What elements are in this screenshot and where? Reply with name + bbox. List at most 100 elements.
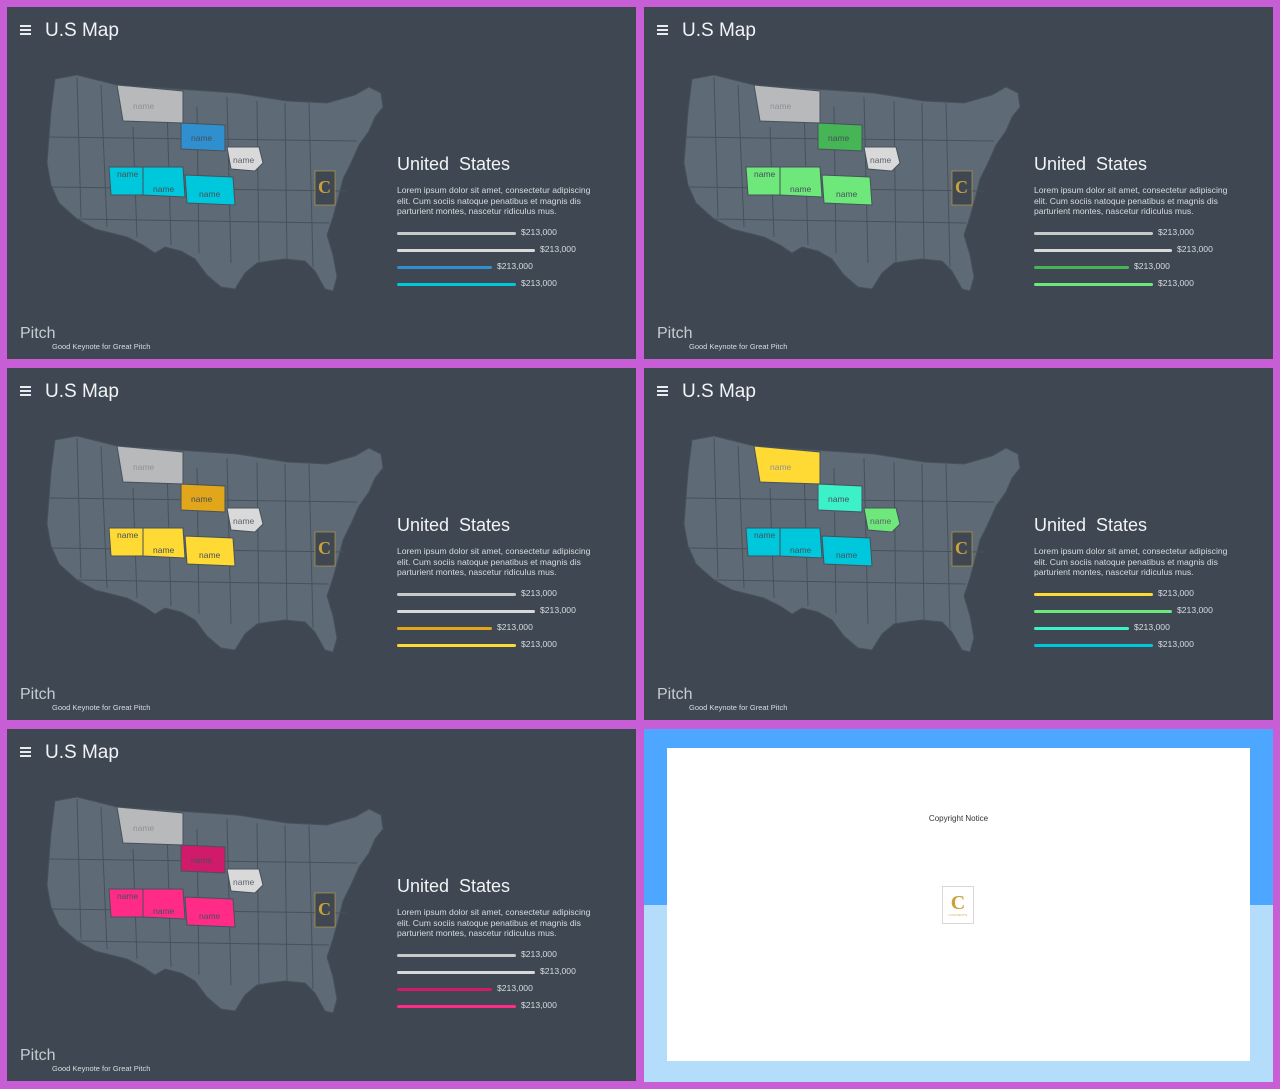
slide-heading: United States bbox=[397, 876, 511, 896]
contents-logo: C CONTENTS bbox=[942, 886, 974, 924]
slide-heading: United States bbox=[397, 154, 511, 174]
bar-row: $213,000 bbox=[1034, 605, 1264, 622]
highlight-row: name name name bbox=[745, 166, 873, 206]
iowa-label: name bbox=[233, 877, 255, 887]
bar-line bbox=[1034, 266, 1129, 269]
bar-line bbox=[1034, 627, 1129, 630]
slide-description: Lorem ipsum dolor sit amet, consectetur … bbox=[397, 907, 591, 938]
bar-line bbox=[397, 627, 492, 630]
slide-title: U.S Map bbox=[682, 381, 756, 402]
menu-icon[interactable] bbox=[657, 24, 668, 35]
utah-label: name bbox=[117, 530, 139, 540]
bar-row: $213,000 bbox=[1034, 261, 1264, 278]
bar-line bbox=[1034, 232, 1153, 235]
montana-state: name bbox=[116, 84, 184, 124]
bar-line bbox=[397, 954, 516, 957]
iowa-state: name bbox=[863, 146, 901, 172]
bar-row: $213,000 bbox=[397, 261, 627, 278]
menu-icon[interactable] bbox=[20, 746, 31, 757]
bar-line bbox=[397, 988, 492, 991]
slide-footer: Good Keynote for Great Pitch bbox=[689, 342, 788, 351]
value-bars: $213,000 $213,000 $213,000 $213,000 bbox=[1034, 227, 1264, 295]
map-logo-letter: C bbox=[318, 538, 331, 558]
montana-state: name bbox=[116, 806, 184, 846]
bar-row: $213,000 bbox=[1034, 639, 1264, 656]
slide-heading: United States bbox=[1034, 515, 1148, 535]
bar-line bbox=[397, 1005, 516, 1008]
map-logo: C bbox=[314, 892, 336, 928]
south-dakota-state: name bbox=[817, 483, 863, 513]
bar-value: $213,000 bbox=[540, 244, 576, 254]
copyright-slide[interactable]: Copyright Notice C CONTENTS bbox=[644, 729, 1273, 1082]
logo-letter: C bbox=[950, 892, 966, 914]
bar-line bbox=[397, 593, 516, 596]
south-dakota-label: name bbox=[191, 494, 213, 504]
montana-label: name bbox=[133, 823, 155, 833]
value-bars: $213,000 $213,000 $213,000 $213,000 bbox=[397, 588, 627, 656]
kansas-label: name bbox=[199, 911, 221, 921]
kansas-label: name bbox=[199, 189, 221, 199]
south-dakota-label: name bbox=[828, 133, 850, 143]
menu-icon[interactable] bbox=[20, 385, 31, 396]
utah-label: name bbox=[117, 891, 139, 901]
bar-value: $213,000 bbox=[497, 983, 533, 993]
bar-row: $213,000 bbox=[397, 227, 627, 244]
highlight-row: name name name bbox=[745, 527, 873, 567]
bar-row: $213,000 bbox=[397, 639, 627, 656]
map-logo-letter: C bbox=[955, 177, 968, 197]
map-logo-letter: C bbox=[318, 899, 331, 919]
bar-value: $213,000 bbox=[521, 1000, 557, 1010]
slide-description: Lorem ipsum dolor sit amet, consectetur … bbox=[397, 546, 591, 577]
pitch-logo-text: Pitch bbox=[20, 325, 56, 342]
bar-value: $213,000 bbox=[521, 639, 557, 649]
bar-line bbox=[397, 283, 516, 286]
pitch-logo-text: Pitch bbox=[657, 325, 693, 342]
colorado-label: name bbox=[790, 545, 812, 555]
bar-value: $213,000 bbox=[521, 278, 557, 288]
montana-label: name bbox=[770, 101, 792, 111]
colorado-label: name bbox=[790, 184, 812, 194]
us-map: name name name name name name C bbox=[46, 74, 384, 292]
menu-icon[interactable] bbox=[20, 24, 31, 35]
highlight-row: name name name bbox=[108, 888, 236, 928]
pitch-logo-text: Pitch bbox=[657, 686, 693, 703]
us-map: name name name name name name C bbox=[683, 435, 1021, 653]
value-bars: $213,000 $213,000 $213,000 $213,000 bbox=[1034, 588, 1264, 656]
montana-label: name bbox=[133, 101, 155, 111]
map-logo: C bbox=[951, 170, 973, 206]
slide-footer: Good Keynote for Great Pitch bbox=[52, 342, 151, 351]
montana-label: name bbox=[770, 462, 792, 472]
bar-row: $213,000 bbox=[397, 588, 627, 605]
iowa-label: name bbox=[870, 516, 892, 526]
slide-5[interactable]: U.S Map name name name name name bbox=[7, 729, 636, 1081]
south-dakota-state: name bbox=[180, 122, 226, 152]
logo-text: CONTENTS bbox=[948, 913, 968, 917]
slide-description: Lorem ipsum dolor sit amet, consectetur … bbox=[1034, 546, 1228, 577]
montana-state: name bbox=[753, 84, 821, 124]
bar-value: $213,000 bbox=[521, 588, 557, 598]
slide-4[interactable]: U.S Map name name name name name bbox=[644, 368, 1273, 720]
bar-row: $213,000 bbox=[1034, 588, 1264, 605]
slide-description: Lorem ipsum dolor sit amet, consectetur … bbox=[1034, 185, 1228, 216]
bar-line bbox=[397, 266, 492, 269]
value-bars: $213,000 $213,000 $213,000 $213,000 bbox=[397, 227, 627, 295]
menu-icon[interactable] bbox=[657, 385, 668, 396]
iowa-label: name bbox=[870, 155, 892, 165]
value-bars: $213,000 $213,000 $213,000 $213,000 bbox=[397, 949, 627, 1017]
bar-row: $213,000 bbox=[1034, 227, 1264, 244]
slide-footer: Good Keynote for Great Pitch bbox=[52, 1064, 151, 1073]
south-dakota-label: name bbox=[191, 133, 213, 143]
slide-2[interactable]: U.S Map name name name name name bbox=[644, 7, 1273, 359]
south-dakota-label: name bbox=[828, 494, 850, 504]
south-dakota-state: name bbox=[817, 122, 863, 152]
bar-row: $213,000 bbox=[397, 983, 627, 1000]
montana-state: name bbox=[753, 445, 821, 485]
highlight-row: name name name bbox=[108, 166, 236, 206]
colorado-label: name bbox=[153, 184, 175, 194]
map-logo-letter: C bbox=[955, 538, 968, 558]
bar-value: $213,000 bbox=[1177, 605, 1213, 615]
map-logo: C bbox=[314, 531, 336, 567]
kansas-label: name bbox=[836, 550, 858, 560]
slide-3[interactable]: U.S Map name name name name name bbox=[7, 368, 636, 720]
slide-1[interactable]: U.S Map name name name name name bbox=[7, 7, 636, 359]
